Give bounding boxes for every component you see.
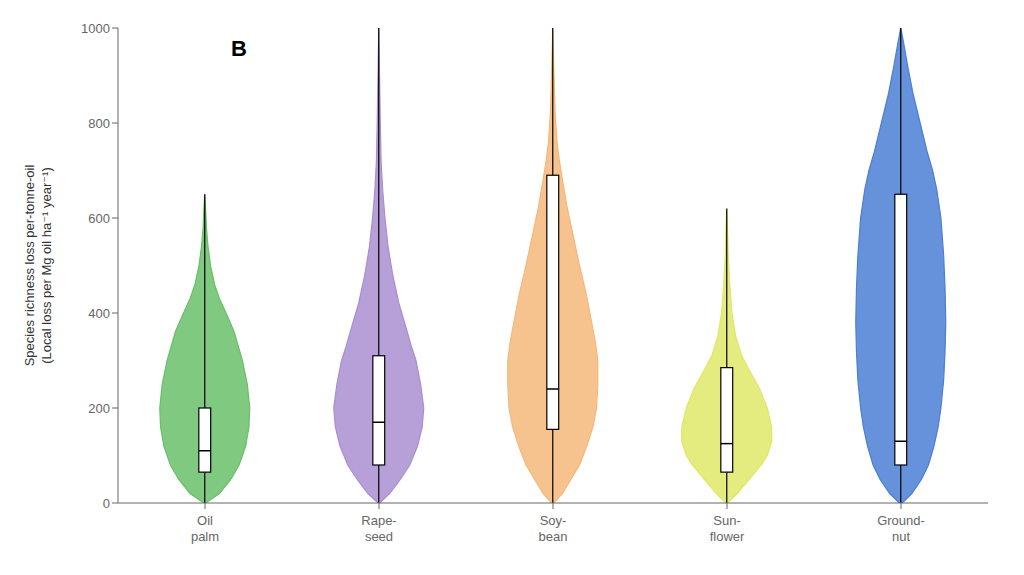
svg-text:Oilpalm: Oilpalm [191, 513, 219, 544]
svg-text:400: 400 [88, 306, 110, 321]
svg-text:1000: 1000 [81, 21, 110, 36]
svg-text:Sun-flower: Sun-flower [710, 513, 745, 544]
svg-text:600: 600 [88, 211, 110, 226]
svg-text:Soy-bean: Soy-bean [539, 513, 568, 544]
svg-text:Species richness loss per-tonn: Species richness loss per-tonne-oil(Loca… [22, 165, 54, 367]
html-text:B: B [231, 36, 247, 62]
svg-text:0: 0 [103, 496, 110, 511]
svg-text:Rape-seed: Rape-seed [361, 513, 396, 544]
svg-text:200: 200 [88, 401, 110, 416]
svg-text:800: 800 [88, 116, 110, 131]
svg-text:Ground-nut: Ground-nut [877, 513, 925, 544]
